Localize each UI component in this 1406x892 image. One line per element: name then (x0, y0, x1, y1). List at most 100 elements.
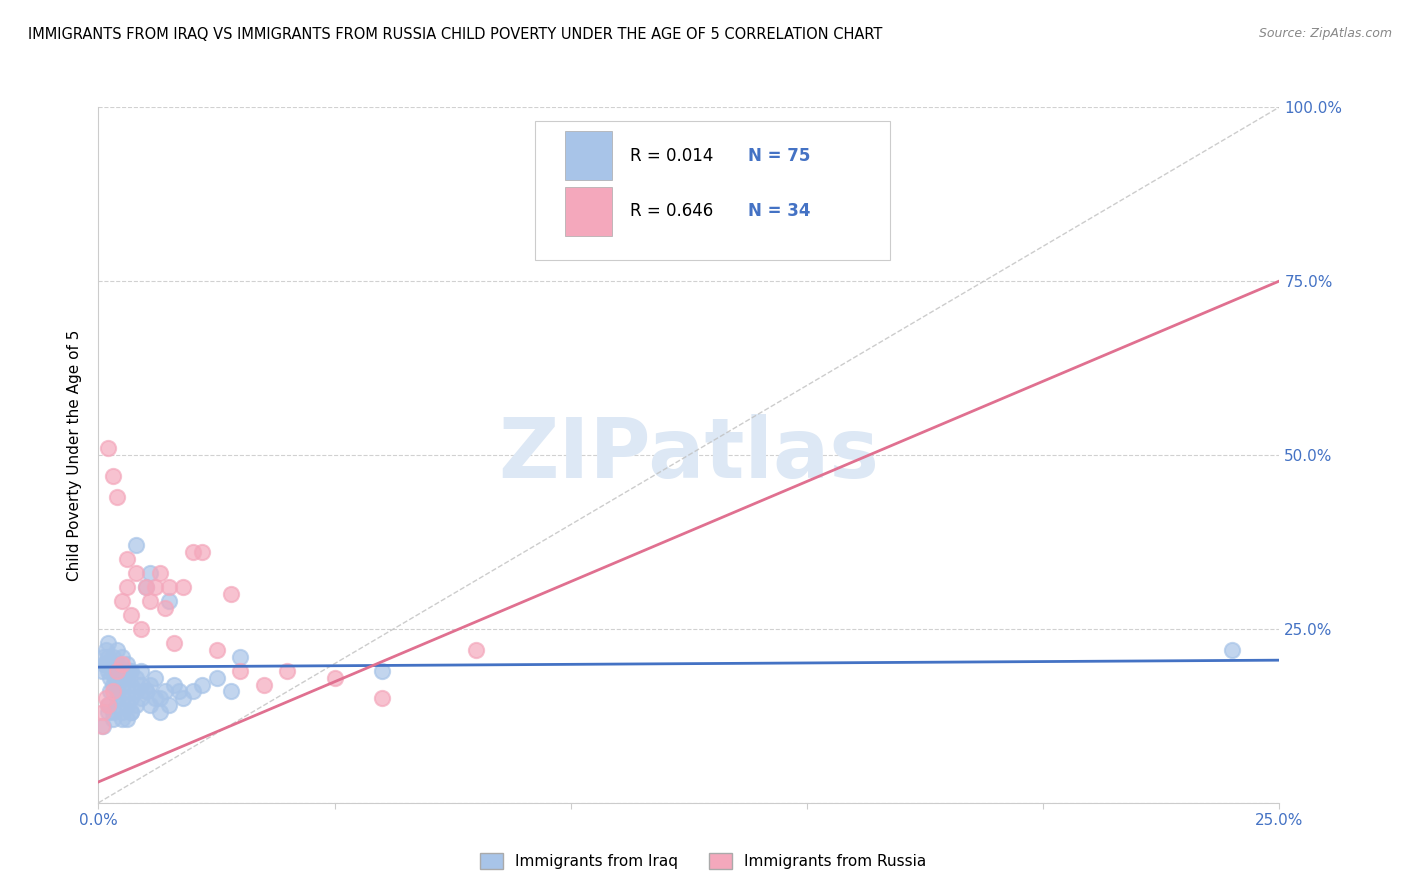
Point (465, 642, 488, 657)
Point (115, 712, 138, 726)
Point (101, 712, 124, 726)
Point (105, 664, 128, 678)
Point (103, 657, 125, 671)
Text: N = 34: N = 34 (748, 202, 810, 220)
Point (97, 706, 120, 720)
Point (135, 580, 157, 594)
Point (121, 677, 143, 691)
Point (125, 671, 148, 685)
Point (105, 642, 128, 657)
Point (371, 691, 394, 706)
Point (139, 566, 162, 581)
Point (163, 677, 186, 691)
Point (118, 664, 141, 678)
Text: IMMIGRANTS FROM IRAQ VS IMMIGRANTS FROM RUSSIA CHILD POVERTY UNDER THE AGE OF 5 : IMMIGRANTS FROM IRAQ VS IMMIGRANTS FROM … (28, 27, 883, 42)
Point (191, 677, 214, 691)
Point (108, 664, 131, 678)
Point (105, 684, 128, 698)
Point (91, 664, 114, 678)
Point (125, 684, 148, 698)
FancyBboxPatch shape (565, 187, 612, 235)
Point (143, 691, 166, 706)
Point (111, 706, 134, 720)
Point (101, 664, 124, 678)
Point (111, 649, 134, 664)
Point (105, 691, 128, 706)
Point (111, 594, 134, 608)
Point (97, 664, 120, 678)
Point (153, 601, 176, 615)
Point (111, 691, 134, 706)
Point (97, 636, 120, 650)
Point (101, 677, 124, 691)
Point (115, 657, 138, 671)
Point (115, 684, 138, 698)
Point (172, 691, 194, 706)
Point (157, 580, 180, 594)
Point (115, 671, 138, 685)
Point (121, 706, 143, 720)
Point (105, 671, 128, 685)
Point (229, 664, 252, 678)
Point (205, 671, 228, 685)
Point (98, 671, 121, 685)
Point (91, 649, 114, 664)
Point (125, 566, 148, 581)
Point (172, 580, 194, 594)
Point (121, 664, 143, 678)
Point (111, 712, 134, 726)
Point (143, 671, 166, 685)
Text: ZIPatlas: ZIPatlas (499, 415, 879, 495)
Point (191, 545, 214, 559)
Point (112, 671, 135, 685)
Point (105, 657, 128, 671)
Legend: Immigrants from Iraq, Immigrants from Russia: Immigrants from Iraq, Immigrants from Ru… (474, 847, 932, 875)
Point (111, 657, 134, 671)
Point (94, 642, 117, 657)
Point (143, 580, 166, 594)
Point (139, 698, 162, 713)
Point (157, 698, 180, 713)
Point (97, 441, 120, 455)
Point (111, 677, 134, 691)
Point (149, 706, 172, 720)
Point (91, 706, 114, 720)
Point (129, 622, 152, 636)
Point (121, 706, 143, 720)
Point (323, 671, 346, 685)
Point (105, 698, 128, 713)
Point (149, 691, 172, 706)
Point (181, 545, 204, 559)
Point (94, 657, 117, 671)
Point (139, 677, 162, 691)
Point (121, 691, 143, 706)
Point (219, 684, 242, 698)
Point (181, 684, 204, 698)
Text: Source: ZipAtlas.com: Source: ZipAtlas.com (1258, 27, 1392, 40)
Point (91, 719, 114, 733)
Point (91, 719, 114, 733)
Point (125, 698, 148, 713)
Point (135, 684, 157, 698)
Point (125, 538, 148, 552)
Point (98, 684, 121, 698)
FancyBboxPatch shape (536, 121, 890, 260)
FancyBboxPatch shape (565, 131, 612, 180)
Point (205, 642, 228, 657)
Point (219, 587, 242, 601)
Point (101, 649, 124, 664)
Point (97, 649, 120, 664)
Point (115, 698, 138, 713)
Point (94, 691, 117, 706)
Point (135, 580, 157, 594)
Point (153, 684, 176, 698)
Point (163, 636, 186, 650)
Point (139, 594, 162, 608)
Point (104, 671, 127, 685)
Point (101, 684, 124, 698)
Point (111, 664, 134, 678)
Y-axis label: Child Poverty Under the Age of 5: Child Poverty Under the Age of 5 (67, 329, 83, 581)
Point (121, 607, 143, 622)
Point (101, 468, 124, 483)
Point (115, 552, 138, 566)
